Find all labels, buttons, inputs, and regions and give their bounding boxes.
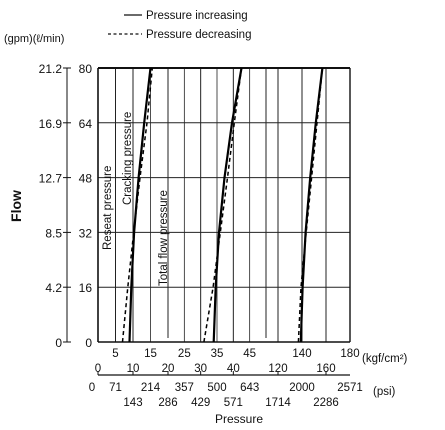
y-tick-label-gpm: 0 xyxy=(55,336,62,350)
y-axis-title: Flow xyxy=(8,190,24,222)
y-tick-label-lpm: 0 xyxy=(85,336,92,350)
y-tick-label-lpm: 48 xyxy=(79,172,93,186)
x-tick-label-psi: 1714 xyxy=(265,397,291,409)
annotation-cracking-pressure: Cracking pressure xyxy=(122,112,134,205)
series-line-increasing xyxy=(212,67,243,343)
x-tick-label-kgf: 15 xyxy=(144,348,157,360)
plot-frame xyxy=(63,14,351,376)
x-unit-label-psi: (psi) xyxy=(373,386,396,398)
y-tick-label-gpm: 8.5 xyxy=(45,226,62,240)
y-tick-label-gpm: 21.2 xyxy=(39,62,63,76)
x-tick-label-kgf: 20 xyxy=(162,363,175,375)
x-tick-label-kgf: 10 xyxy=(127,363,140,375)
legend-label-decreasing: Pressure decreasing xyxy=(146,29,251,41)
series-line-decreasing xyxy=(297,67,324,343)
x-tick-label-psi: 286 xyxy=(158,397,177,409)
x-tick-label-kgf: 180 xyxy=(340,348,359,360)
x-tick-label-psi: 643 xyxy=(240,382,259,394)
x-tick-label-psi: 429 xyxy=(191,397,210,409)
x-tick-label-kgf: 35 xyxy=(211,348,224,360)
x-tick-label-kgf: 25 xyxy=(178,348,191,360)
x-tick-label-kgf: 0 xyxy=(95,363,101,375)
x-unit-label-kgf: (kgf/cm²) xyxy=(362,353,408,365)
x-tick-label-kgf: 40 xyxy=(227,363,240,375)
x-tick-label-kgf: 140 xyxy=(292,348,311,360)
axis-break-mask xyxy=(164,338,172,344)
series-group xyxy=(121,67,324,343)
axis-break-mask xyxy=(262,338,270,344)
x-tick-label-kgf: 5 xyxy=(112,348,118,360)
y-tick-label-lpm: 64 xyxy=(79,117,93,131)
x-tick-label-kgf: 30 xyxy=(194,363,207,375)
legend-label-increasing: Pressure increasing xyxy=(146,10,248,22)
series-line-decreasing xyxy=(121,67,154,343)
x-tick-label-psi: 214 xyxy=(141,382,161,394)
series-line-increasing xyxy=(128,67,152,343)
x-tick-label-kgf: 160 xyxy=(316,363,335,375)
x-tick-label-psi: 2571 xyxy=(337,382,363,394)
text-group: 00164.2328.54812.76416.98021.2(gpm)(ℓ/mi… xyxy=(4,10,408,426)
y-tick-label-lpm: 16 xyxy=(79,281,93,295)
x-tick-label-kgf: 120 xyxy=(268,363,287,375)
x-tick-label-psi: 500 xyxy=(207,382,226,394)
y-tick-label-gpm: 4.2 xyxy=(45,281,62,295)
y-tick-label-gpm: 16.9 xyxy=(39,117,63,131)
x-tick-label-psi: 143 xyxy=(123,397,142,409)
x-tick-label-kgf: 45 xyxy=(243,348,256,360)
x-axis-title: Pressure xyxy=(215,412,263,426)
x-tick-label-psi: 2286 xyxy=(313,397,339,409)
x-tick-label-psi: 71 xyxy=(109,382,122,394)
x-tick-label-psi: 2000 xyxy=(289,382,315,394)
y-tick-label-lpm: 32 xyxy=(79,226,93,240)
annotation-reseat-pressure: Reseat pressure xyxy=(102,166,114,250)
y-tick-label-gpm: 12.7 xyxy=(39,172,63,186)
y-tick-label-lpm: 80 xyxy=(79,62,93,76)
x-tick-label-psi: 0 xyxy=(89,382,95,394)
y-unit-label: (gpm)(ℓ/min) xyxy=(4,33,64,45)
x-tick-label-psi: 357 xyxy=(175,382,194,394)
annotation-total-flow-pressure: Total flow pressure xyxy=(158,190,170,286)
x-tick-label-psi: 571 xyxy=(224,397,243,409)
series-line-increasing xyxy=(299,67,324,343)
